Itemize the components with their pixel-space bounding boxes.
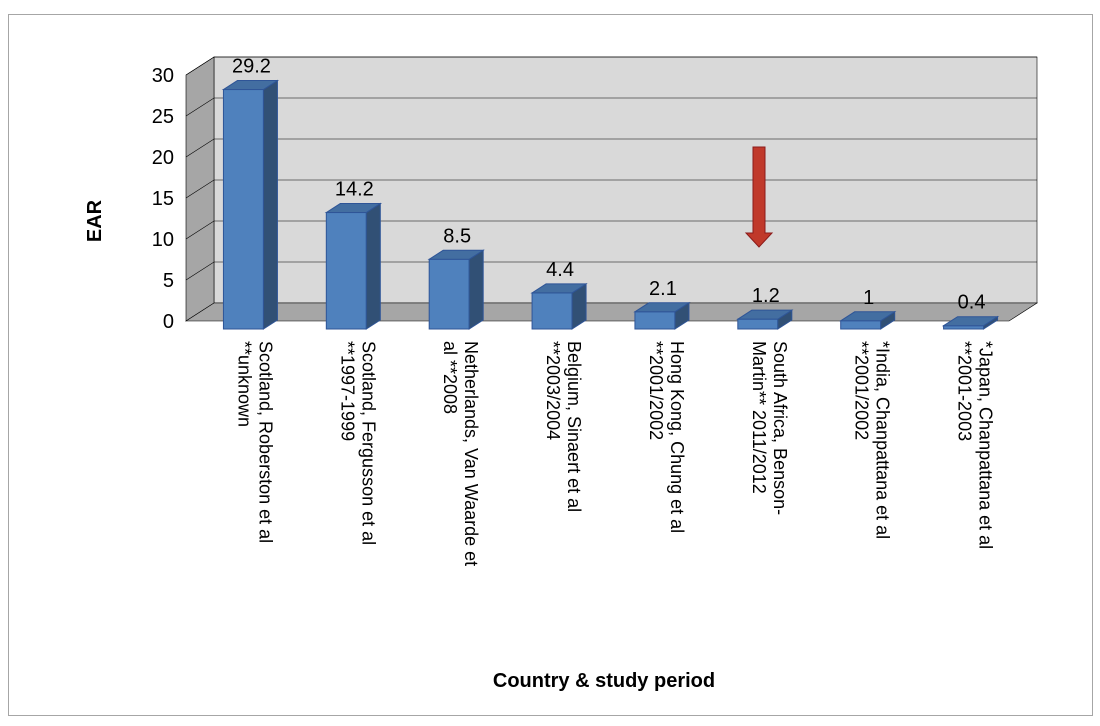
bar xyxy=(633,301,691,330)
data-label: 0.4 xyxy=(958,292,986,314)
bar-top xyxy=(941,316,1000,327)
y-tick-label: 10 xyxy=(152,229,174,251)
y-axis-ticks: 0 5 10 15 20 25 30 xyxy=(152,65,174,333)
bar-front xyxy=(531,292,573,330)
category-label: *India, Chanpattana et al**2001/2002 xyxy=(852,341,893,539)
data-label: 1.2 xyxy=(752,285,780,307)
bar xyxy=(324,202,383,330)
category-label: Scotland, Fergusson et al**1997-1999 xyxy=(337,341,378,545)
category-labels: Scotland, Roberston et al**unknown Scotla… xyxy=(234,341,995,566)
y-tick-label: 5 xyxy=(163,270,174,292)
category-label: Belgium, Sinaert et al**2003/2004 xyxy=(543,341,584,512)
bar xyxy=(221,79,280,330)
chart-frame: 0 5 10 15 20 25 30 29.2 14.2 8.5 4.4 2.1 1.2 1 0.4 Sc… xyxy=(8,14,1093,716)
bar-top xyxy=(736,309,794,320)
floor xyxy=(184,302,1039,322)
bar-front xyxy=(222,89,264,330)
data-label: 2.1 xyxy=(649,278,677,300)
category-label: Hong Kong, Chung et al**2001/2002 xyxy=(646,341,687,533)
data-label: 14.2 xyxy=(335,179,374,201)
chart-walls xyxy=(184,56,1039,322)
y-tick-label: 15 xyxy=(152,188,174,210)
gridline xyxy=(185,56,1037,76)
gridline xyxy=(185,138,1037,158)
category-label: Netherlands, Van Waarde etal **2008 xyxy=(440,341,481,566)
data-label: 8.5 xyxy=(443,225,471,247)
y-tick-label: 0 xyxy=(163,311,174,333)
x-axis-title: Country & study period xyxy=(493,670,715,692)
category-label: South Africa, Benson-Martin** 2011/2012 xyxy=(749,341,790,515)
y-tick-label: 30 xyxy=(152,65,174,87)
bar xyxy=(427,249,485,330)
data-label: 4.4 xyxy=(546,259,574,281)
gridline xyxy=(185,261,1037,281)
bar-top xyxy=(838,311,897,322)
bar xyxy=(838,310,897,330)
y-axis-title: EAR xyxy=(84,199,106,242)
bar-top xyxy=(530,283,588,294)
annotation-layer xyxy=(744,146,774,248)
bar-side xyxy=(468,249,484,330)
bar xyxy=(941,315,1000,330)
gridline xyxy=(185,97,1037,117)
bars xyxy=(221,79,1000,330)
bar-front xyxy=(325,212,367,330)
bar-chart: 0 5 10 15 20 25 30 29.2 14.2 8.5 4.4 2.1 1.2 1 0.4 Sc… xyxy=(84,56,1039,692)
data-label: 1 xyxy=(863,287,874,309)
bar-top xyxy=(633,302,691,313)
bar-top xyxy=(427,249,485,260)
bar-top xyxy=(324,203,383,214)
y-tick-label: 20 xyxy=(152,147,174,169)
y-tick-label: 25 xyxy=(152,106,174,128)
bar-side xyxy=(365,202,381,330)
bar-top xyxy=(221,80,280,91)
bar-front xyxy=(840,320,882,330)
bar-side xyxy=(262,79,278,330)
bar xyxy=(530,283,588,330)
bar-front xyxy=(634,311,676,330)
bar-front xyxy=(428,258,470,330)
category-label: Scotland, Roberston et al**unknown xyxy=(234,341,275,543)
bar-front xyxy=(737,318,779,330)
annotation-arrow xyxy=(744,146,774,248)
bar xyxy=(736,309,794,330)
data-labels: 29.2 14.2 8.5 4.4 2.1 1.2 1 0.4 xyxy=(232,56,986,314)
data-label: 29.2 xyxy=(232,56,271,78)
category-label: *Japan, Chanpattana et al**2001-2003 xyxy=(955,341,996,549)
